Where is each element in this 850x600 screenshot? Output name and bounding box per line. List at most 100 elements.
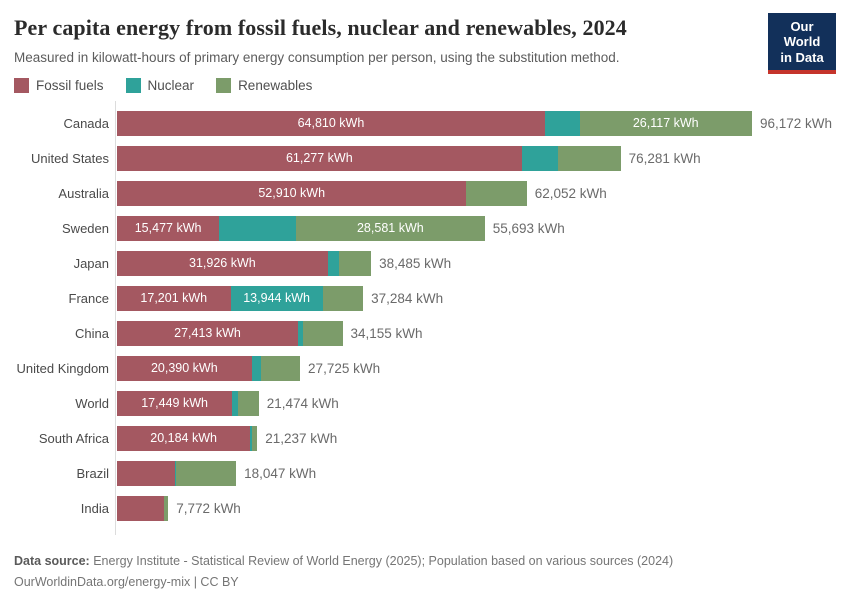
bar-segment-fossil-fuels[interactable]: 27,413 kWh [117,320,298,346]
segment-value-label: 27,413 kWh [174,326,241,340]
bar-row: Canada 64,810 kWh 26,117 kWh 96,172 kWh [14,110,836,136]
bar-segment-nuclear[interactable]: 13,944 kWh [230,285,323,311]
bar-segment-renewables[interactable]: 26,117 kWh [579,110,752,136]
bar-segment-fossil-fuels[interactable]: 31,926 kWh [117,250,328,276]
legend: Fossil fuels Nuclear Renewables [14,77,836,93]
bar-row: Sweden 15,477 kWh 28,581 kWh 55,693 kWh [14,215,836,241]
bar-area: 52,910 kWh 62,052 kWh [116,180,836,206]
bar-segment-renewables[interactable] [558,145,621,171]
country-label[interactable]: World [75,395,109,411]
country-label[interactable]: Canada [63,115,109,131]
country-label[interactable]: Japan [73,255,109,271]
total-value-label: 27,725 kWh [308,360,381,376]
bar-area: 64,810 kWh 26,117 kWh 96,172 kWh [116,110,836,136]
bar-segment-fossil-fuels[interactable]: 20,184 kWh [117,425,251,451]
country-label[interactable]: United States [30,150,109,166]
country-label[interactable]: Brazil [76,465,109,481]
total-value-label: 34,155 kWh [350,325,423,341]
citation-line: OurWorldinData.org/energy-mix | CC BY [14,574,239,589]
stacked-bar: 64,810 kWh 26,117 kWh [117,110,752,136]
country-label[interactable]: India [80,500,109,516]
legend-label: Fossil fuels [36,77,104,93]
segment-value-label: 26,117 kWh [632,116,699,130]
bar-segment-nuclear[interactable] [174,460,177,486]
total-value-label: 55,693 kWh [492,220,565,236]
bar-segment-nuclear[interactable] [251,355,261,381]
chart-subtitle: Measured in kilowatt-hours of primary en… [14,49,620,65]
bar-row: China 27,413 kWh 34,155 kWh [14,320,836,346]
legend-item-renewables[interactable]: Renewables [216,77,313,93]
bar-segment-nuclear[interactable] [544,110,580,136]
bar-row: Australia 52,910 kWh 62,052 kWh [14,180,836,206]
bar-area: 20,390 kWh 27,725 kWh [116,355,836,381]
bar-segment-renewables[interactable] [237,390,259,416]
bar-area: 31,926 kWh 38,485 kWh [116,250,836,276]
bar-segment-renewables[interactable] [303,320,343,346]
bar-segment-nuclear[interactable] [298,320,304,346]
bar-area: 17,201 kWh 13,944 kWh 37,284 kWh [116,285,836,311]
bar-segment-nuclear[interactable] [219,215,296,241]
bar-segment-fossil-fuels[interactable]: 17,201 kWh [117,285,231,311]
bar-segment-fossil-fuels[interactable] [117,460,175,486]
bar-segment-renewables[interactable] [260,355,301,381]
bar-segment-fossil-fuels[interactable] [117,495,164,521]
country-label[interactable]: Australia [58,185,109,201]
bar-segment-nuclear[interactable] [327,250,339,276]
stacked-bar: 31,926 kWh [117,250,372,276]
stacked-bar: 20,390 kWh [117,355,301,381]
bar-area: 20,184 kWh 21,237 kWh [116,425,836,451]
total-value-label: 18,047 kWh [244,465,317,481]
owid-logo[interactable]: Our World in Data [768,13,836,74]
segment-value-label: 28,581 kWh [356,221,424,235]
total-value-label: 62,052 kWh [534,185,607,201]
segment-value-label: 20,184 kWh [150,431,217,445]
bar-segment-renewables[interactable] [176,460,237,486]
bar-row: Brazil 18,047 kWh [14,460,836,486]
legend-label: Nuclear [147,77,195,93]
stacked-bar: 17,449 kWh [117,390,259,416]
bar-segment-fossil-fuels[interactable]: 61,277 kWh [117,145,522,171]
bar-segment-nuclear[interactable] [163,495,165,521]
stacked-bar [117,460,237,486]
bar-row: France 17,201 kWh 13,944 kWh 37,284 kWh [14,285,836,311]
bar-segment-nuclear[interactable] [250,425,253,451]
segment-value-label: 61,277 kWh [285,151,353,165]
segment-value-label: 17,449 kWh [141,396,208,410]
country-label[interactable]: United Kingdom [16,360,110,376]
total-value-label: 38,485 kWh [379,255,452,271]
bar-row: World 17,449 kWh 21,474 kWh [14,390,836,416]
segment-value-label: 17,201 kWh [140,291,208,305]
total-value-label: 21,237 kWh [265,430,338,446]
segment-value-label: 15,477 kWh [134,221,202,235]
country-label[interactable]: Sweden [62,220,109,236]
bar-segment-renewables[interactable] [466,180,527,206]
segment-value-label: 13,944 kWh [243,291,310,305]
legend-swatch-icon [125,77,141,93]
bar-segment-renewables[interactable] [164,495,169,521]
bar-segment-renewables[interactable]: 28,581 kWh [296,215,485,241]
country-label[interactable]: China [75,325,109,341]
country-label[interactable]: South Africa [38,430,109,446]
bar-segment-fossil-fuels[interactable]: 64,810 kWh [117,110,545,136]
country-label[interactable]: France [68,290,109,306]
bar-segment-fossil-fuels[interactable]: 15,477 kWh [117,215,220,241]
bar-segment-fossil-fuels[interactable]: 20,390 kWh [117,355,252,381]
legend-swatch-icon [14,77,29,93]
bar-segment-fossil-fuels[interactable]: 17,449 kWh [117,390,233,416]
legend-item-nuclear[interactable]: Nuclear [125,77,195,93]
bar-segment-nuclear[interactable] [232,390,238,416]
total-value-label: 76,281 kWh [628,150,701,166]
stacked-bar: 15,477 kWh 28,581 kWh [117,215,485,241]
legend-item-fossil-fuels[interactable]: Fossil fuels [14,77,104,93]
data-source-text: Energy Institute - Statistical Review of… [89,553,674,568]
bar-segment-fossil-fuels[interactable]: 52,910 kWh [117,180,467,206]
stacked-bar [117,495,169,521]
bar-chart: Canada 64,810 kWh 26,117 kWh 96,172 kWh Unit… [14,100,836,535]
legend-label: Renewables [238,77,313,93]
bar-area: 7,772 kWh [116,495,836,521]
bar-segment-nuclear[interactable] [521,145,559,171]
bar-segment-renewables[interactable] [322,285,364,311]
bar-segment-renewables[interactable] [338,250,372,276]
bar-segment-renewables[interactable] [252,425,258,451]
